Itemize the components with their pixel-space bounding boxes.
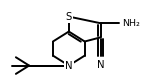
Text: NH₂: NH₂ [122, 19, 140, 28]
Text: S: S [66, 12, 72, 22]
Text: N: N [97, 60, 104, 70]
Text: N: N [65, 61, 73, 71]
